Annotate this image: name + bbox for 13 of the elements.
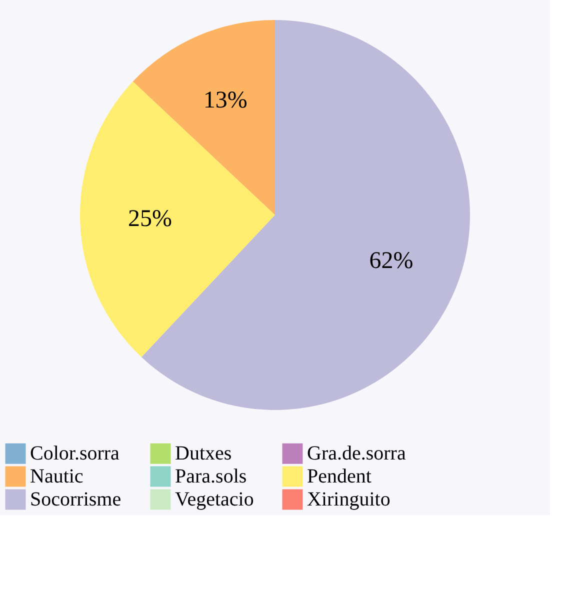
legend-label: Xiringuito: [307, 488, 390, 510]
data-label: 13%: [203, 87, 248, 114]
data-label: 62%: [369, 248, 414, 274]
pie-slice: [80, 82, 275, 358]
legend-label: Color.sorra: [30, 442, 120, 465]
legend-label: Gra.de.sorra: [307, 442, 406, 465]
data-label: 25%: [128, 206, 172, 232]
legend-label: Nautic: [30, 466, 84, 488]
legend-label: Pendent: [307, 466, 372, 488]
legend-label: Dutxes: [175, 442, 232, 465]
legend-label: Para.sols: [175, 466, 247, 488]
legend-label: Socorrisme: [30, 488, 122, 510]
legend-label: Vegetacio: [175, 488, 254, 510]
